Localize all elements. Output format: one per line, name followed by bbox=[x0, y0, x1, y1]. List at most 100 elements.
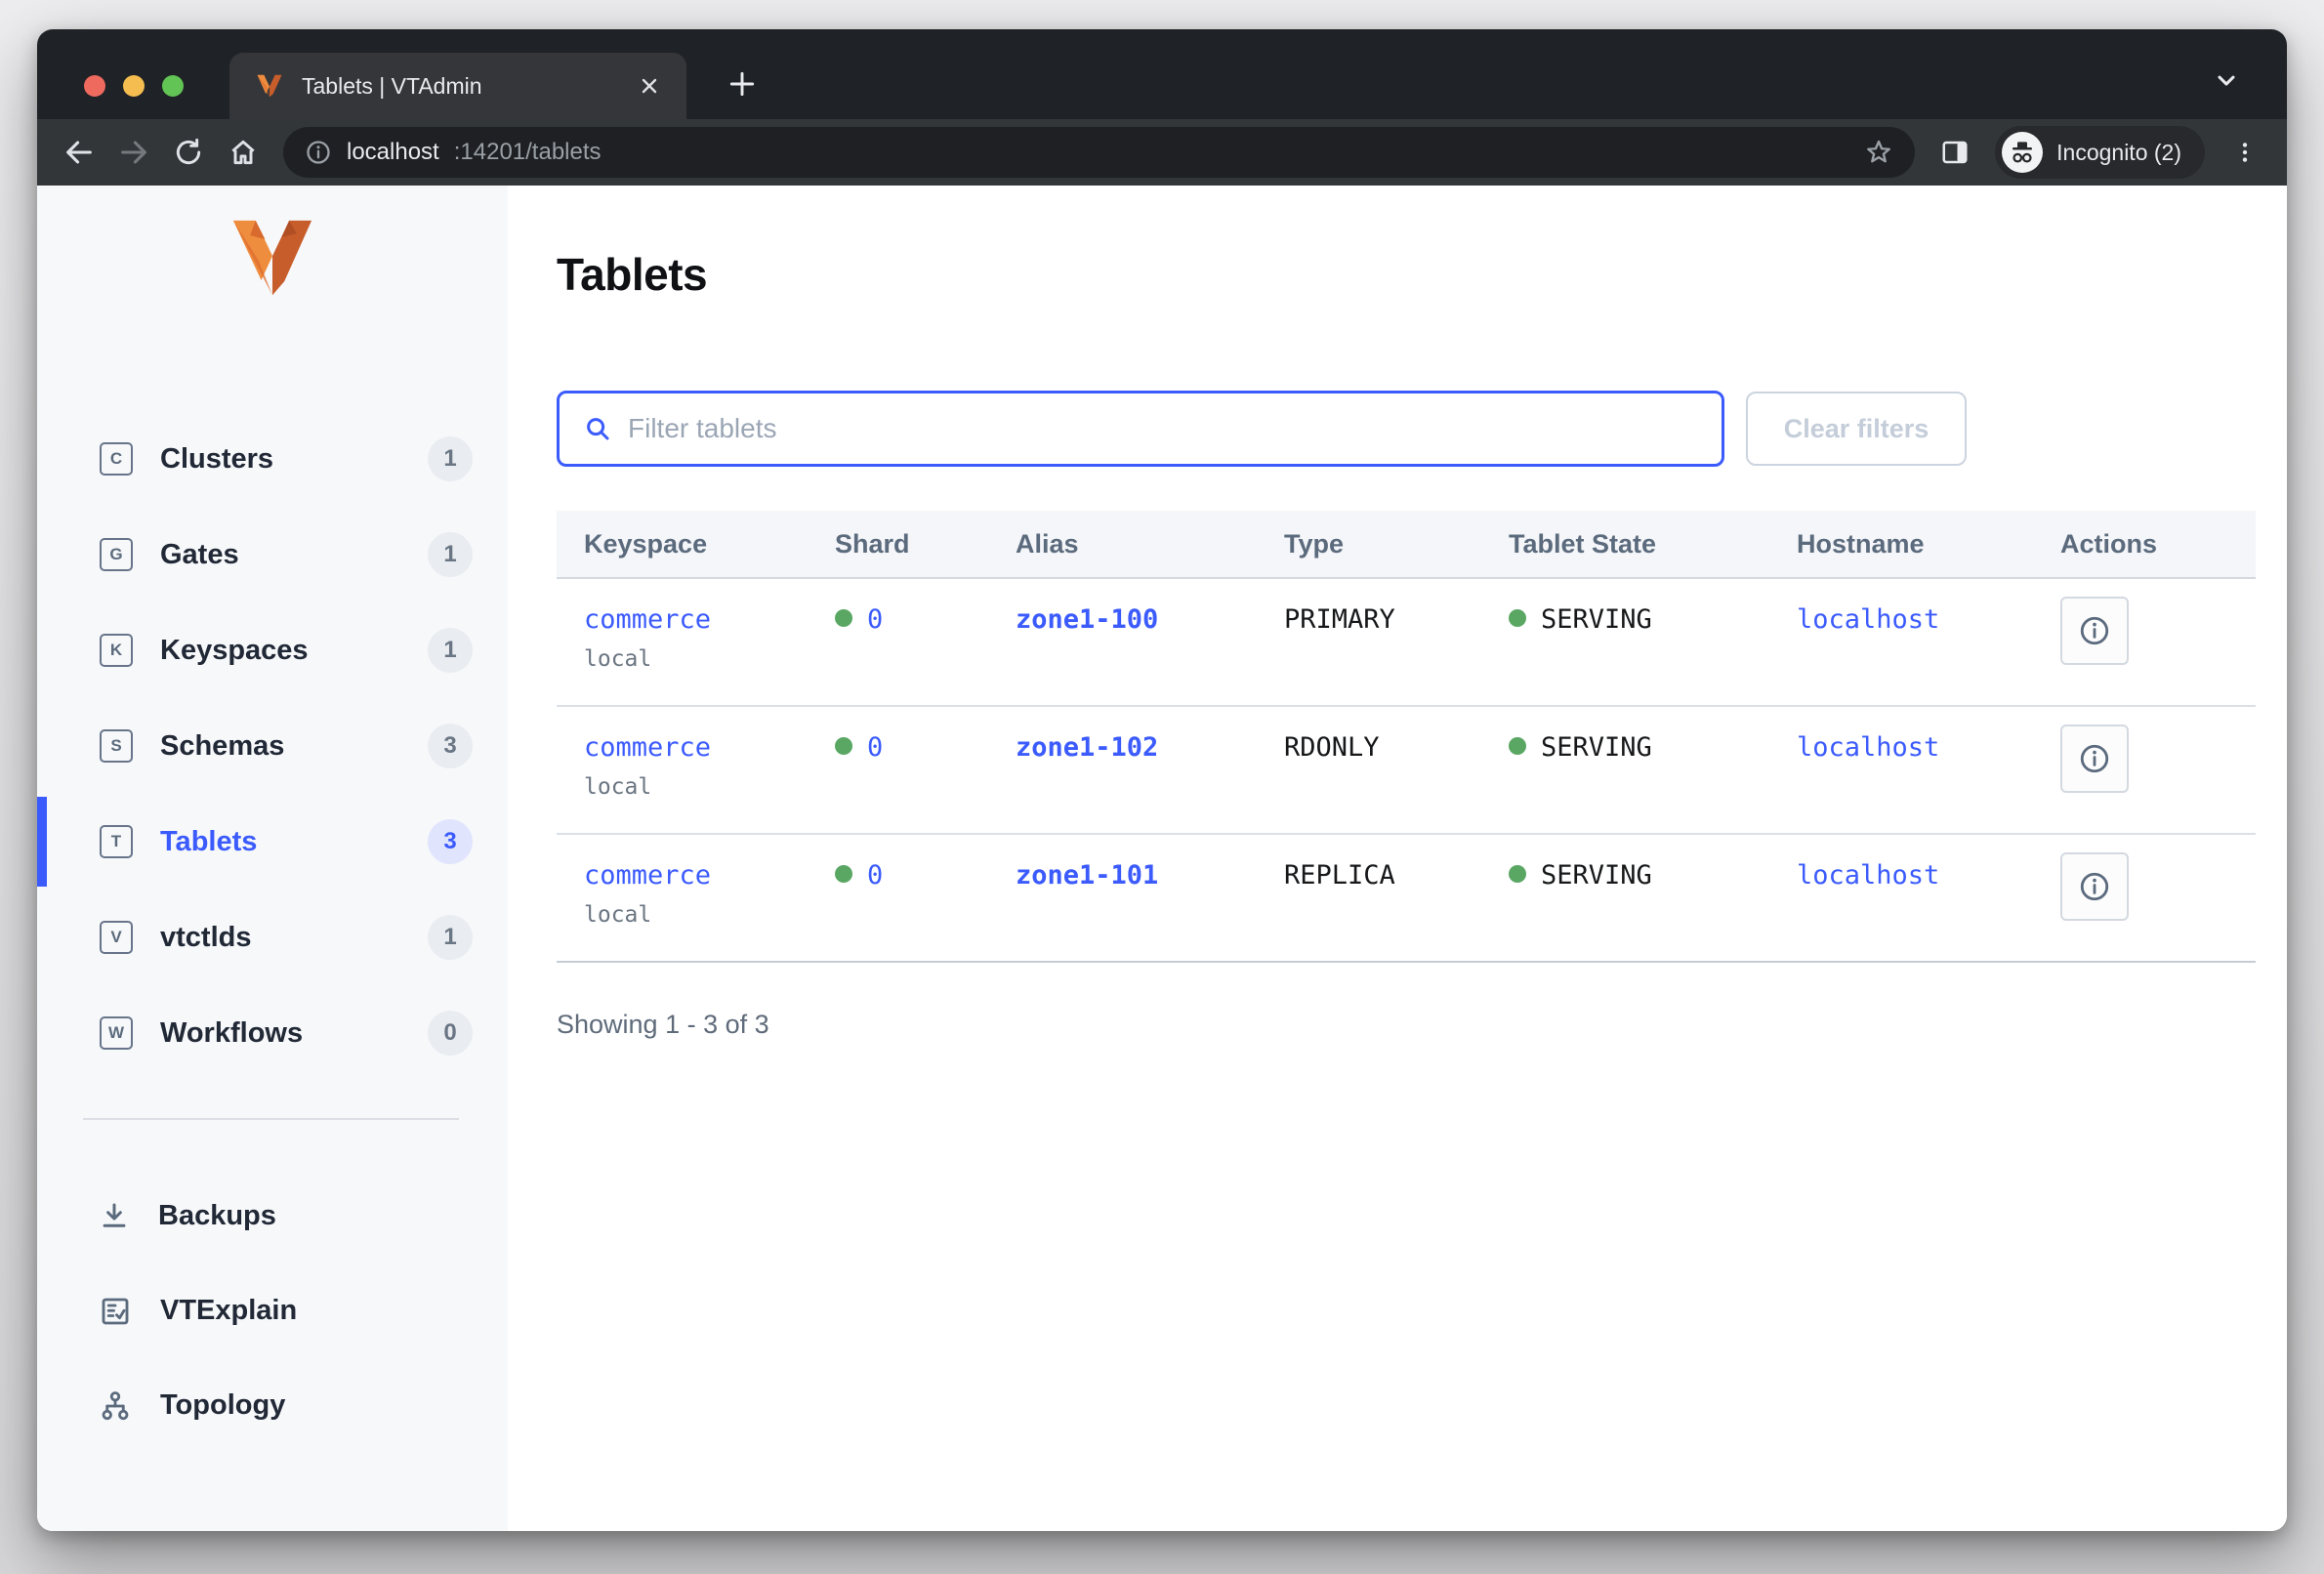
hostname-link[interactable]: localhost bbox=[1797, 860, 1940, 891]
table-header: Keyspace Shard Alias Type Tablet State H… bbox=[557, 511, 2256, 579]
actions-cell bbox=[2060, 597, 2256, 672]
site-info-icon[interactable] bbox=[305, 139, 332, 166]
sidebar-item-topology[interactable]: Topology bbox=[37, 1358, 508, 1453]
tablet-info-button[interactable] bbox=[2060, 597, 2129, 665]
bookmark-star-icon[interactable] bbox=[1864, 138, 1893, 167]
alias-cell: zone1-102 bbox=[1016, 732, 1284, 800]
count-badge: 1 bbox=[428, 532, 473, 577]
incognito-icon bbox=[2002, 132, 2044, 173]
table-row: commerce local 0 zone1-100 PRIMARY SERVI… bbox=[557, 579, 2256, 707]
sidebar-item-vtctlds[interactable]: V vtctlds 1 bbox=[37, 890, 508, 985]
vitess-favicon bbox=[255, 71, 284, 101]
sidebar: C Clusters 1 G Gates 1 K Keyspaces 1 S S… bbox=[37, 186, 508, 1531]
type-cell: REPLICA bbox=[1284, 860, 1395, 891]
page-content: C Clusters 1 G Gates 1 K Keyspaces 1 S S… bbox=[37, 186, 2287, 1531]
cluster-label: local bbox=[584, 774, 652, 800]
menu-more-icon[interactable] bbox=[2220, 128, 2269, 177]
col-hostname: Hostname bbox=[1797, 528, 1925, 559]
actions-cell bbox=[2060, 852, 2256, 928]
sidebar-item-workflows[interactable]: W Workflows 0 bbox=[37, 985, 508, 1081]
sidebar-item-clusters[interactable]: C Clusters 1 bbox=[37, 411, 508, 507]
hostname-link[interactable]: localhost bbox=[1797, 732, 1940, 763]
count-badge: 1 bbox=[428, 915, 473, 960]
address-bar[interactable]: localhost :14201/tablets bbox=[283, 127, 1916, 178]
sidebar-nav: C Clusters 1 G Gates 1 K Keyspaces 1 S S… bbox=[37, 411, 508, 1081]
filter-input-wrap bbox=[557, 391, 1724, 467]
incognito-label: Incognito (2) bbox=[2056, 139, 2181, 165]
col-keyspace: Keyspace bbox=[584, 528, 708, 559]
count-badge: 0 bbox=[428, 1011, 473, 1056]
new-tab-icon[interactable] bbox=[721, 62, 764, 105]
col-tablet-state: Tablet State bbox=[1509, 528, 1657, 559]
home-icon[interactable] bbox=[219, 128, 268, 177]
schemas-icon: S bbox=[100, 729, 133, 763]
tab-tablets[interactable]: Tablets | VTAdmin bbox=[229, 53, 686, 119]
hostname-cell: localhost bbox=[1797, 732, 2060, 800]
explain-doc-icon bbox=[98, 1294, 133, 1329]
back-icon[interactable] bbox=[55, 128, 104, 177]
hostname-link[interactable]: localhost bbox=[1797, 604, 1940, 635]
vtctlds-icon: V bbox=[100, 921, 133, 954]
hostname-cell: localhost bbox=[1797, 860, 2060, 928]
sidebar-item-tablets[interactable]: T Tablets 3 bbox=[37, 794, 508, 890]
close-tab-icon[interactable] bbox=[638, 74, 661, 98]
url-host: localhost bbox=[347, 139, 439, 165]
shard-status-dot bbox=[835, 865, 852, 883]
alias-link[interactable]: zone1-100 bbox=[1016, 604, 1159, 635]
sidebar-item-vtexplain[interactable]: VTExplain bbox=[37, 1263, 508, 1358]
zoom-window-button[interactable] bbox=[162, 75, 184, 97]
alias-cell: zone1-101 bbox=[1016, 860, 1284, 928]
page-title: Tablets bbox=[557, 249, 708, 300]
keyspace-cell: commerce local bbox=[584, 860, 835, 928]
gates-icon: G bbox=[100, 538, 133, 571]
tab-title: Tablets | VTAdmin bbox=[302, 72, 482, 99]
actions-cell bbox=[2060, 725, 2256, 800]
forward-icon[interactable] bbox=[109, 128, 158, 177]
col-alias: Alias bbox=[1016, 528, 1079, 559]
workflows-icon: W bbox=[100, 1016, 133, 1050]
keyspace-link[interactable]: commerce bbox=[584, 860, 712, 891]
count-badge: 3 bbox=[428, 819, 473, 864]
reload-icon[interactable] bbox=[164, 128, 213, 177]
keyspaces-icon: K bbox=[100, 634, 133, 667]
shard-cell: 0 bbox=[835, 860, 1016, 928]
sidebar-item-gates[interactable]: G Gates 1 bbox=[37, 507, 508, 602]
url-path: :14201/tablets bbox=[453, 139, 602, 165]
state-cell: SERVING bbox=[1509, 732, 1797, 800]
main-panel: Tablets Clear filters Keyspace Shard A bbox=[508, 186, 2287, 1531]
tablet-info-button[interactable] bbox=[2060, 852, 2129, 921]
chevron-down-icon[interactable] bbox=[2207, 61, 2246, 100]
tablet-info-button[interactable] bbox=[2060, 725, 2129, 793]
clusters-icon: C bbox=[100, 442, 133, 476]
alias-link[interactable]: zone1-102 bbox=[1016, 732, 1159, 763]
sidebar-item-schemas[interactable]: S Schemas 3 bbox=[37, 698, 508, 794]
shard-link[interactable]: 0 bbox=[867, 604, 884, 635]
count-badge: 3 bbox=[428, 724, 473, 768]
shard-cell: 0 bbox=[835, 604, 1016, 672]
vitess-logo bbox=[228, 219, 317, 301]
table-row: commerce local 0 zone1-101 REPLICA SERVI… bbox=[557, 835, 2256, 963]
keyspace-link[interactable]: commerce bbox=[584, 604, 712, 635]
side-panel-icon[interactable] bbox=[1930, 128, 1979, 177]
col-shard: Shard bbox=[835, 528, 910, 559]
clear-filters-button[interactable]: Clear filters bbox=[1746, 392, 1967, 466]
serving-status-dot bbox=[1509, 737, 1526, 755]
alias-link[interactable]: zone1-101 bbox=[1016, 860, 1159, 891]
browser-window: Tablets | VTAdmin bbox=[37, 29, 2287, 1531]
shard-link[interactable]: 0 bbox=[867, 732, 884, 763]
keyspace-link[interactable]: commerce bbox=[584, 732, 712, 763]
serving-status-dot bbox=[1509, 865, 1526, 883]
state-cell: SERVING bbox=[1509, 604, 1797, 672]
topology-icon bbox=[98, 1388, 133, 1424]
close-window-button[interactable] bbox=[84, 75, 105, 97]
shard-link[interactable]: 0 bbox=[867, 860, 884, 891]
filter-tablets-input[interactable] bbox=[628, 413, 1698, 444]
filter-row: Clear filters bbox=[557, 391, 2287, 467]
minimize-window-button[interactable] bbox=[123, 75, 145, 97]
sidebar-item-keyspaces[interactable]: K Keyspaces 1 bbox=[37, 602, 508, 698]
sidebar-item-backups[interactable]: Backups bbox=[37, 1169, 508, 1263]
download-icon bbox=[98, 1200, 131, 1233]
shard-status-dot bbox=[835, 609, 852, 627]
shard-cell: 0 bbox=[835, 732, 1016, 800]
cluster-label: local bbox=[584, 902, 652, 928]
